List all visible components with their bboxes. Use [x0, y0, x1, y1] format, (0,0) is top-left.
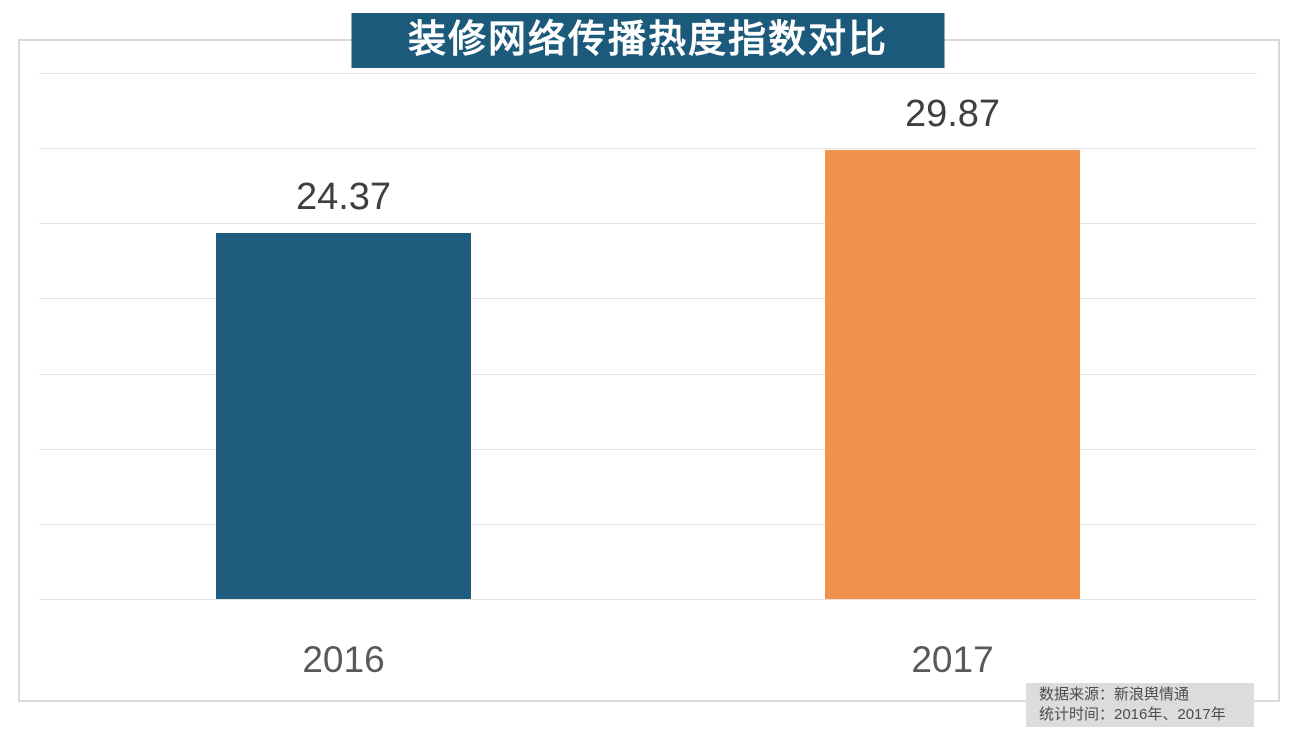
- period-line: 统计时间：2016年、2017年: [1039, 706, 1226, 723]
- chart-title: 装修网络传播热度指数对比: [407, 19, 888, 61]
- x-axis-label-2017: 2017: [911, 639, 994, 680]
- gridline: [39, 523, 1257, 525]
- bar-2016: [216, 232, 471, 599]
- value-label-2017: 29.87: [904, 93, 1001, 136]
- source-line: 数据来源：新浪舆情通: [1039, 686, 1190, 703]
- plot-area: 24.37 2016 29.87 2017: [39, 73, 1257, 680]
- gridline: [39, 148, 1257, 150]
- gridline: [39, 448, 1257, 450]
- gridline: [39, 373, 1257, 375]
- value-label-2016: 24.37: [295, 175, 392, 218]
- chart-title-banner: 装修网络传播热度指数对比: [351, 13, 945, 68]
- source-note: 数据来源：新浪舆情通 统计时间：2016年、2017年: [1026, 683, 1254, 727]
- gridline: [39, 223, 1257, 225]
- gridline: [39, 73, 1257, 74]
- bar-2017: [825, 150, 1080, 599]
- gridline: [39, 599, 1257, 600]
- gridline: [39, 298, 1257, 300]
- x-axis-label-2016: 2016: [302, 639, 385, 680]
